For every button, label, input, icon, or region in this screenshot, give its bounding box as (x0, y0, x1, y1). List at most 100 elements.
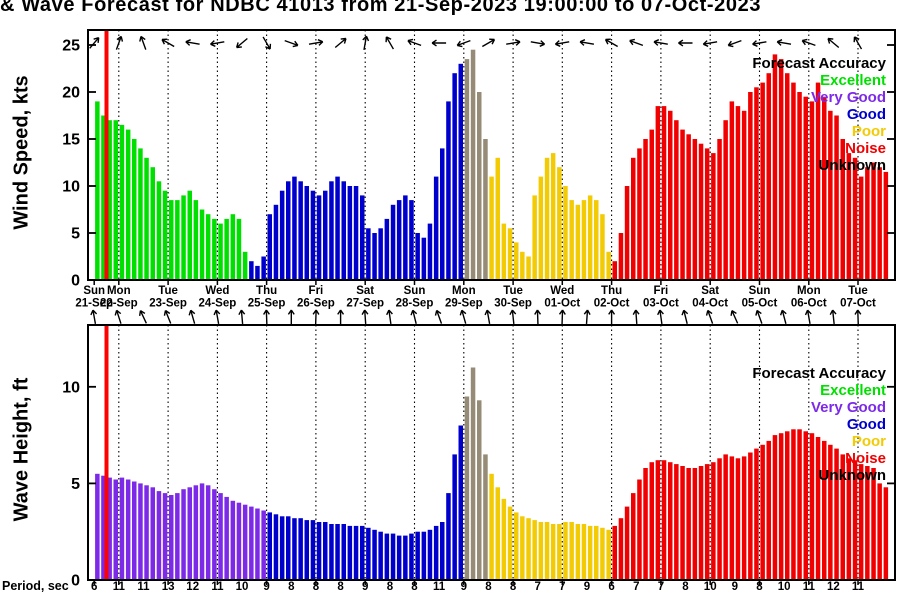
forecast-bar (421, 237, 427, 280)
wave-y-axis-label: Wave Height, ft (10, 377, 33, 522)
forecast-bar (815, 82, 821, 280)
period-value: 8 (411, 581, 418, 593)
forecast-bar (304, 520, 309, 580)
forecast-bar (360, 525, 365, 580)
forecast-bar (834, 115, 839, 280)
forecast-bar (563, 522, 568, 580)
period-value: 11 (852, 581, 865, 593)
day-of-week-label: Sun (749, 285, 771, 297)
forecast-bar (396, 200, 402, 280)
direction-arrow-icon (854, 309, 862, 325)
forecast-bar (871, 162, 876, 280)
direction-arrow-icon (779, 309, 787, 324)
forecast-bar (526, 518, 531, 580)
forecast-bar (199, 209, 205, 280)
forecast-bar (569, 522, 574, 580)
day-date-label: 29-Sep (445, 298, 483, 310)
forecast-bar (520, 516, 525, 581)
forecast-bar (858, 176, 864, 280)
forecast-bar (187, 487, 192, 580)
forecast-bar (883, 171, 889, 280)
forecast-bar (637, 148, 642, 280)
forecast-bar (452, 454, 457, 580)
forecast-bar (624, 186, 630, 280)
period-value: 8 (337, 581, 344, 593)
forecast-bar (655, 106, 661, 280)
forecast-bar (877, 483, 882, 580)
forecast-bar (680, 129, 685, 280)
forecast-bar (372, 233, 377, 280)
forecast-bar (440, 522, 445, 580)
forecast-bar (785, 431, 790, 581)
forecast-bar (655, 460, 661, 580)
day-of-week-label: Sat (356, 285, 374, 297)
plot-border (87, 324, 896, 581)
day-of-week-label: Sat (701, 285, 719, 297)
direction-arrow-icon (776, 39, 792, 46)
direction-arrow-icon (138, 310, 147, 324)
forecast-bar (242, 251, 248, 280)
forecast-bar (144, 485, 149, 580)
forecast-bar (169, 200, 174, 280)
forecast-bar (489, 473, 494, 581)
forecast-bar (224, 496, 229, 580)
forecast-bar (156, 181, 162, 280)
period-value: 9 (362, 581, 368, 593)
period-value: 11 (113, 581, 126, 593)
figure-title: & Wave Forecast for NDBC 41013 from 21-S… (0, 0, 762, 16)
forecast-bar (852, 460, 858, 580)
forecast-bar (427, 223, 433, 280)
forecast-bar (433, 176, 439, 280)
forecast-bar (366, 228, 371, 280)
forecast-bar (526, 256, 531, 280)
direction-arrow-icon (702, 40, 718, 47)
forecast-bar (347, 186, 353, 280)
forecast-bar (464, 59, 470, 280)
direction-arrow-icon (705, 309, 714, 324)
period-value: 7 (633, 581, 639, 593)
forecast-bar (514, 512, 519, 580)
forecast-bar (544, 157, 550, 280)
period-value: 9 (263, 581, 269, 593)
period-value: 6 (91, 581, 97, 593)
forecast-bar (692, 468, 698, 580)
legend-entry-excellent: Excellent (820, 72, 886, 89)
day-of-week-label: Mon (452, 285, 476, 297)
forecast-bar (711, 153, 716, 280)
forecast-bar (649, 129, 654, 280)
forecast-bar (470, 367, 476, 580)
forecast-bar (212, 489, 217, 580)
forecast-bar (797, 92, 802, 280)
direction-arrow-icon (604, 38, 619, 48)
direction-arrow-icon (456, 39, 471, 48)
forecast-bar (495, 157, 500, 280)
direction-arrow-icon (678, 39, 693, 47)
forecast-bar (390, 204, 396, 280)
forecast-bar (261, 256, 266, 280)
forecast-bar (464, 396, 470, 580)
forecast-bar (538, 176, 544, 280)
forecast-bar (754, 87, 759, 280)
forecast-bar (631, 157, 636, 280)
forecast-bar (113, 120, 118, 280)
forecast-bar (612, 261, 617, 280)
forecast-bar (674, 464, 679, 580)
direction-arrow-icon (484, 309, 492, 325)
forecast-bar (477, 92, 482, 280)
day-date-label: 30-Sep (494, 298, 532, 310)
forecast-bar (618, 518, 624, 580)
direction-arrow-icon (853, 36, 863, 50)
direction-arrow-icon (530, 40, 546, 47)
day-of-week-label: Tue (503, 285, 523, 297)
forecast-bar (760, 444, 765, 580)
day-date-label: 26-Sep (297, 298, 335, 310)
forecast-bar (261, 510, 266, 580)
forecast-bar (279, 516, 285, 581)
direction-arrow-icon (579, 39, 595, 46)
forecast-bar (840, 454, 845, 580)
period-value: 8 (387, 581, 394, 593)
direction-arrow-icon (554, 40, 570, 47)
forecast-bar (563, 186, 568, 280)
forecast-bar (175, 200, 180, 280)
